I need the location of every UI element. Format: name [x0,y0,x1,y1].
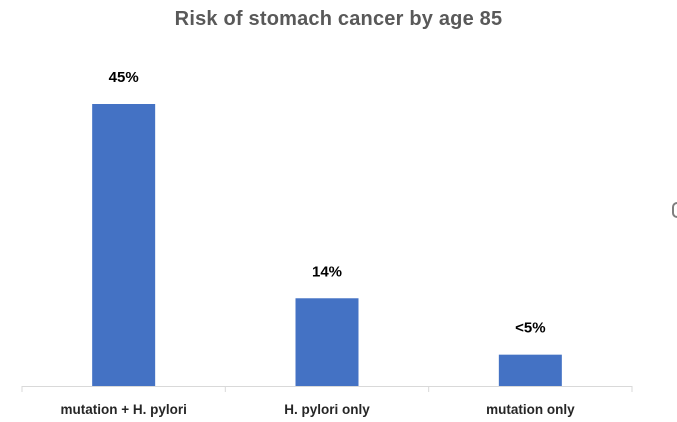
chart-title: Risk of stomach cancer by age 85 [174,8,503,30]
bar-1 [92,104,156,386]
category-label-2: H. pylori only [284,402,370,417]
bar-3 [498,354,562,386]
bar-2 [295,298,359,386]
data-label-1: 45% [109,69,139,86]
category-label-3: mutation only [486,402,575,417]
edge-decoration [672,202,677,218]
data-label-2: 14% [312,263,342,280]
data-label-3: <5% [515,320,545,337]
category-label-1: mutation + H. pylori [60,402,186,417]
